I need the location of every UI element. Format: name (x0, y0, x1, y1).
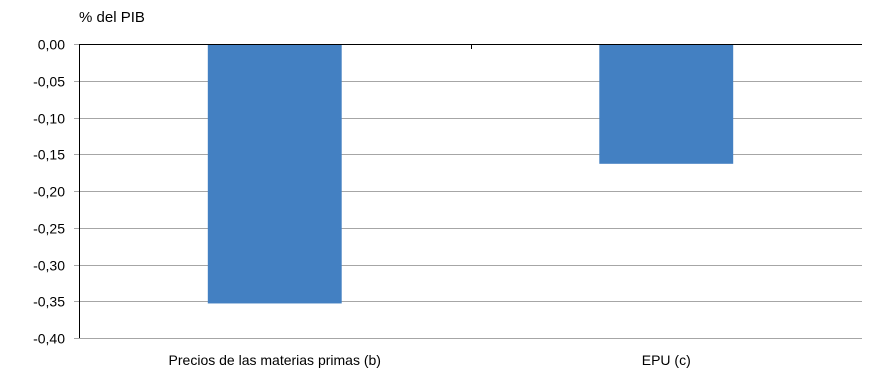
x-category-label: EPU (c) (642, 352, 691, 368)
y-tick-label: -0,30 (33, 258, 65, 274)
y-tick-label: -0,05 (33, 74, 65, 90)
y-tick-label: -0,25 (33, 221, 65, 237)
y-tick-label: -0,40 (33, 331, 65, 347)
y-tick-label: -0,15 (33, 147, 65, 163)
y-tick-label: -0,20 (33, 184, 65, 200)
gridlines (74, 44, 862, 339)
x-category-labels: Precios de las materias primas (b) EPU (c… (169, 352, 691, 368)
x-category-label: Precios de las materias primas (b) (169, 352, 381, 368)
bars (207, 44, 734, 304)
y-axis-unit-label: % del PIB (79, 9, 145, 26)
y-tick-label: -0,35 (33, 294, 65, 310)
axes (79, 44, 862, 338)
bar (207, 44, 342, 304)
bar (599, 44, 734, 164)
y-tick-label: -0,10 (33, 111, 65, 127)
y-tick-labels: 0,00 -0,05 -0,10 -0,15 -0,20 -0,25 -0,30 -0,35 -… (33, 37, 65, 347)
y-tick-label: 0,00 (38, 37, 65, 53)
